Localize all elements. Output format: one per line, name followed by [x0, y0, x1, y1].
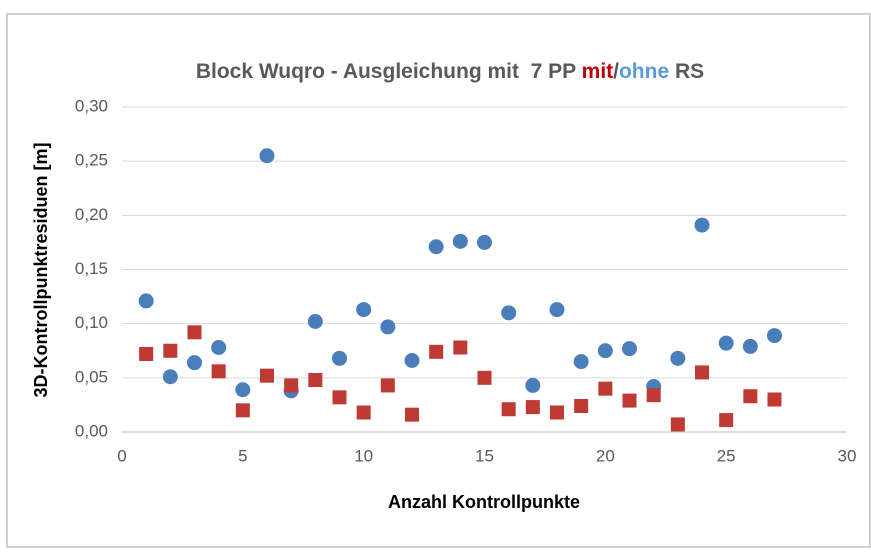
point: [429, 344, 444, 359]
point: [260, 368, 274, 383]
title-part: mit: [582, 60, 614, 83]
title-part: /: [613, 60, 619, 83]
point: [235, 382, 251, 398]
point: [622, 393, 637, 408]
point: [452, 233, 468, 249]
point: [162, 369, 178, 385]
y-tick-label: 0,30: [75, 96, 108, 115]
point: [453, 340, 468, 355]
y-tick-label: 0,25: [75, 151, 108, 170]
point: [670, 417, 685, 432]
point: [259, 148, 275, 164]
point: [549, 302, 565, 318]
x-tick-label: 20: [596, 446, 615, 465]
point: [428, 239, 444, 255]
y-axis-label: 3D-Kontrollpunktresiduen [m]: [31, 143, 51, 398]
point: [405, 407, 419, 422]
point: [187, 355, 202, 371]
point: [525, 400, 540, 415]
y-tick-label: 0,05: [75, 367, 108, 386]
y-tick-label: 0,15: [75, 259, 108, 278]
x-tick-label: 25: [717, 446, 736, 465]
point: [235, 403, 250, 418]
point: [308, 373, 323, 387]
y-tick-label: 0,10: [75, 313, 108, 332]
point: [356, 405, 371, 420]
point: [380, 378, 395, 393]
point: [477, 370, 492, 385]
point: [598, 381, 613, 396]
point: [139, 347, 154, 361]
y-tick-label: 0,20: [75, 205, 108, 224]
point: [307, 314, 323, 329]
point: [550, 405, 564, 420]
point: [380, 319, 396, 335]
point: [525, 377, 541, 393]
point: [742, 338, 758, 354]
point: [501, 402, 516, 417]
point: [597, 343, 613, 359]
point: [694, 217, 710, 233]
point: [622, 341, 637, 357]
point: [574, 399, 589, 413]
y-tick-label: 0,00: [75, 421, 108, 440]
point: [356, 302, 372, 318]
x-tick-label: 30: [838, 446, 857, 465]
point: [138, 293, 154, 309]
point: [743, 389, 758, 404]
title-part: Block Wuqro - Ausgleichung mit 7 PP: [196, 60, 582, 83]
point: [163, 343, 178, 358]
point: [573, 354, 589, 370]
point: [695, 365, 709, 380]
point: [332, 390, 347, 405]
point: [719, 413, 734, 428]
point: [767, 328, 782, 344]
point: [211, 340, 227, 355]
point: [646, 388, 661, 403]
point: [404, 353, 420, 368]
title-part: RS: [669, 60, 704, 83]
point: [477, 234, 492, 250]
x-tick-label: 5: [238, 446, 247, 465]
point: [332, 350, 347, 366]
point: [211, 364, 226, 379]
point: [670, 350, 686, 366]
chart-title: Block Wuqro - Ausgleichung mit 7 PP mit/…: [196, 60, 704, 83]
point: [501, 305, 517, 321]
point: [187, 325, 202, 340]
point: [718, 335, 734, 351]
chart-border: [6, 13, 871, 548]
x-axis-label: Anzahl Kontrollpunkte: [388, 492, 580, 512]
point: [767, 392, 782, 407]
x-tick-label: 0: [117, 446, 126, 465]
x-tick-label: 15: [475, 446, 494, 465]
point: [284, 378, 299, 393]
title-part: ohne: [619, 60, 669, 83]
x-tick-label: 10: [354, 446, 373, 465]
